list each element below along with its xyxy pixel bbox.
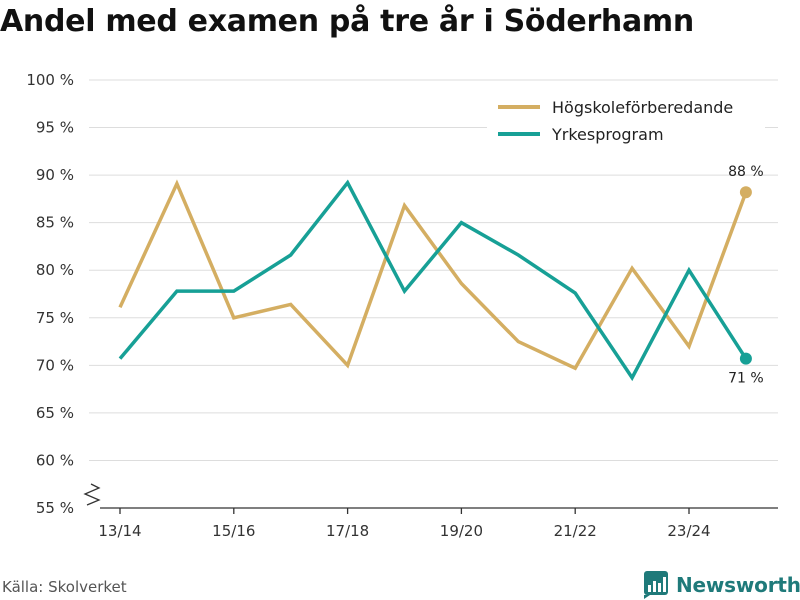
y-tick-label: 100 % — [26, 71, 74, 89]
end-point-marker — [739, 352, 752, 365]
source-label: Källa: Skolverket — [2, 578, 127, 596]
x-tick-label: 21/22 — [554, 522, 597, 540]
y-tick-label: 70 % — [36, 356, 74, 374]
axis-break-icon — [83, 483, 101, 506]
x-axis: 13/14 15/16 17/18 19/20 21/22 23/24 — [83, 483, 778, 540]
x-tick-label: 15/16 — [212, 522, 255, 540]
y-tick-label: 75 % — [36, 309, 74, 327]
end-point-marker — [739, 186, 752, 199]
series-lines: 88 % 71 % — [118, 164, 764, 387]
y-tick-label: 55 % — [36, 499, 74, 517]
x-tick-label: 17/18 — [326, 522, 369, 540]
x-tick-label: 19/20 — [440, 522, 483, 540]
end-value-label: 71 % — [728, 371, 764, 387]
y-tick-label: 60 % — [36, 451, 74, 469]
newsworthy-logo-icon — [644, 571, 668, 599]
legend-background — [487, 92, 765, 156]
y-tick-label: 85 % — [36, 214, 74, 232]
legend: Högskoleförberedande Yrkesprogram — [487, 92, 765, 156]
end-value-label: 88 % — [728, 164, 764, 180]
y-tick-label: 95 % — [36, 119, 74, 137]
chart-title: Andel med examen på tre år i Söderhamn — [0, 4, 694, 39]
x-tick-label: 13/14 — [98, 522, 141, 540]
legend-label: Yrkesprogram — [551, 125, 664, 144]
series-line — [118, 179, 748, 371]
x-tick-label: 23/24 — [667, 522, 710, 540]
y-tick-label: 80 % — [36, 261, 74, 279]
brand-logo: Newsworthy — [644, 570, 800, 600]
legend-label: Högskoleförberedande — [552, 98, 733, 117]
brand-name: Newsworthy — [676, 573, 800, 597]
y-axis-ticks: 55 % 60 % 65 % 70 % 75 % 80 % 85 % 90 % 95 % 100 … — [26, 71, 74, 517]
series-line — [118, 179, 748, 382]
grid-lines — [89, 79, 778, 461]
y-tick-label: 90 % — [36, 166, 74, 184]
y-tick-label: 65 % — [36, 404, 74, 422]
